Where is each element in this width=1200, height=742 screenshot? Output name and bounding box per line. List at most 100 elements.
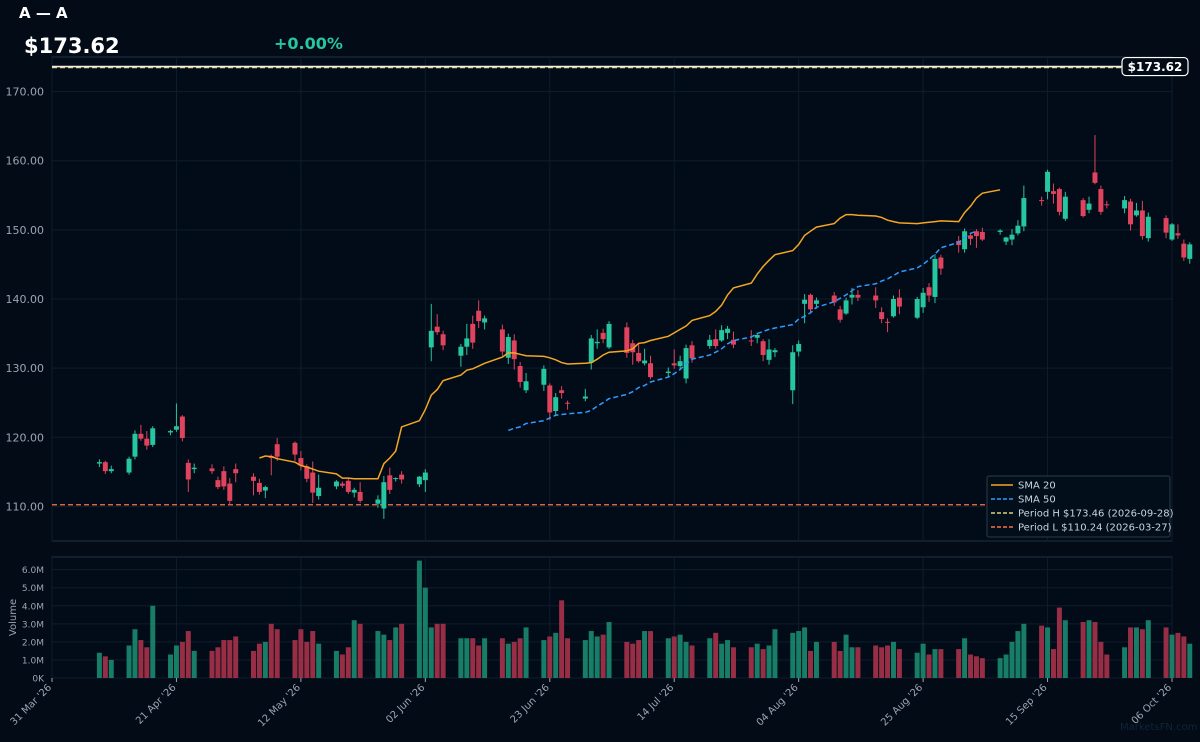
candle-body — [1122, 200, 1128, 209]
candle — [1015, 220, 1021, 236]
candle — [499, 324, 505, 356]
volume-bar — [381, 634, 387, 678]
candle-body — [298, 458, 304, 466]
candle — [256, 478, 262, 495]
candle — [642, 348, 648, 366]
candle — [96, 459, 102, 468]
x-tick-label: 12 May '26 — [256, 682, 303, 729]
candle-body — [381, 482, 387, 509]
volume-bar — [1021, 623, 1027, 678]
volume-tick-label: 0K — [32, 675, 45, 685]
volume-bar — [173, 645, 179, 678]
candle — [333, 480, 339, 490]
volume-bar — [1122, 647, 1128, 678]
volume-tick-label: 5.0M — [22, 584, 44, 594]
volume-bar — [351, 620, 357, 678]
candle — [381, 476, 387, 519]
price-tick-label: 120.00 — [6, 431, 45, 444]
candle-body — [772, 350, 778, 353]
volume-bar — [914, 652, 920, 678]
candle — [582, 388, 588, 402]
candle — [482, 315, 488, 330]
x-tick-label: 23 Jun '26 — [509, 682, 552, 725]
volume-bar — [636, 640, 642, 678]
candle — [1145, 212, 1151, 242]
volume-bar — [416, 560, 422, 678]
volume-bar — [476, 645, 482, 678]
candle — [262, 485, 268, 499]
candle-body — [636, 352, 642, 362]
candle — [357, 482, 363, 503]
volume-bar — [559, 600, 565, 678]
candle — [1021, 185, 1027, 232]
candle-body — [748, 340, 754, 342]
volume-bar — [624, 641, 630, 678]
candle-body — [138, 433, 144, 439]
candle — [553, 393, 559, 416]
candle — [1181, 239, 1187, 261]
volume-tick-label: 2.0M — [22, 638, 44, 648]
candle-body — [1086, 203, 1092, 210]
candle-body — [304, 466, 310, 479]
candle-body — [760, 341, 766, 356]
volume-bar — [730, 647, 736, 678]
candle — [790, 345, 796, 405]
volume-bar — [594, 636, 600, 678]
price-tick-label: 140.00 — [6, 293, 45, 306]
candle-body — [890, 299, 896, 317]
candle — [1092, 135, 1098, 185]
candle-body — [1169, 224, 1175, 240]
candle-body — [209, 468, 215, 472]
volume-bar — [393, 627, 399, 678]
candle — [665, 367, 671, 378]
volume-bar — [505, 643, 511, 678]
candle — [464, 323, 470, 356]
candle-body — [600, 332, 606, 340]
volume-bar — [108, 659, 114, 678]
candle-body — [1133, 210, 1139, 216]
candle — [547, 383, 553, 420]
candle-body — [1045, 171, 1051, 192]
candle-body — [594, 341, 600, 344]
candle — [594, 329, 600, 349]
candle-body — [606, 323, 612, 348]
candle-body — [648, 363, 654, 378]
chart-title: A — A — [19, 4, 68, 22]
candle-body — [345, 480, 351, 492]
volume-bar — [1169, 634, 1175, 678]
volume-bar — [808, 650, 814, 678]
candle-body — [1104, 204, 1110, 206]
candle — [559, 386, 565, 399]
candle-body — [541, 368, 547, 385]
candle-body — [968, 235, 974, 239]
candle — [855, 290, 861, 302]
candle — [879, 307, 885, 324]
candle-body — [1015, 225, 1021, 234]
volume-bar — [428, 627, 434, 678]
volume-bar — [956, 649, 962, 678]
candle-body — [849, 294, 855, 298]
candle-body — [1039, 200, 1045, 202]
candle — [896, 289, 902, 315]
candle-body — [588, 338, 594, 363]
candle-body — [642, 360, 648, 364]
candle — [292, 441, 298, 461]
volume-bar — [802, 627, 808, 678]
candle-body — [458, 346, 464, 356]
volume-tick-label: 4.0M — [22, 602, 44, 612]
candle — [707, 334, 713, 349]
volume-bar — [185, 631, 191, 678]
volume-bar — [511, 641, 517, 678]
candle — [624, 322, 630, 358]
candle — [102, 460, 108, 474]
candle-body — [725, 328, 731, 333]
volume-bar — [796, 631, 802, 678]
candle-body — [505, 337, 511, 358]
sma50-line — [508, 230, 977, 432]
volume-bar — [772, 629, 778, 678]
volume-bar — [1050, 649, 1056, 678]
candle-body — [973, 231, 979, 237]
volume-bar — [932, 649, 938, 678]
candle-body — [1163, 218, 1169, 233]
